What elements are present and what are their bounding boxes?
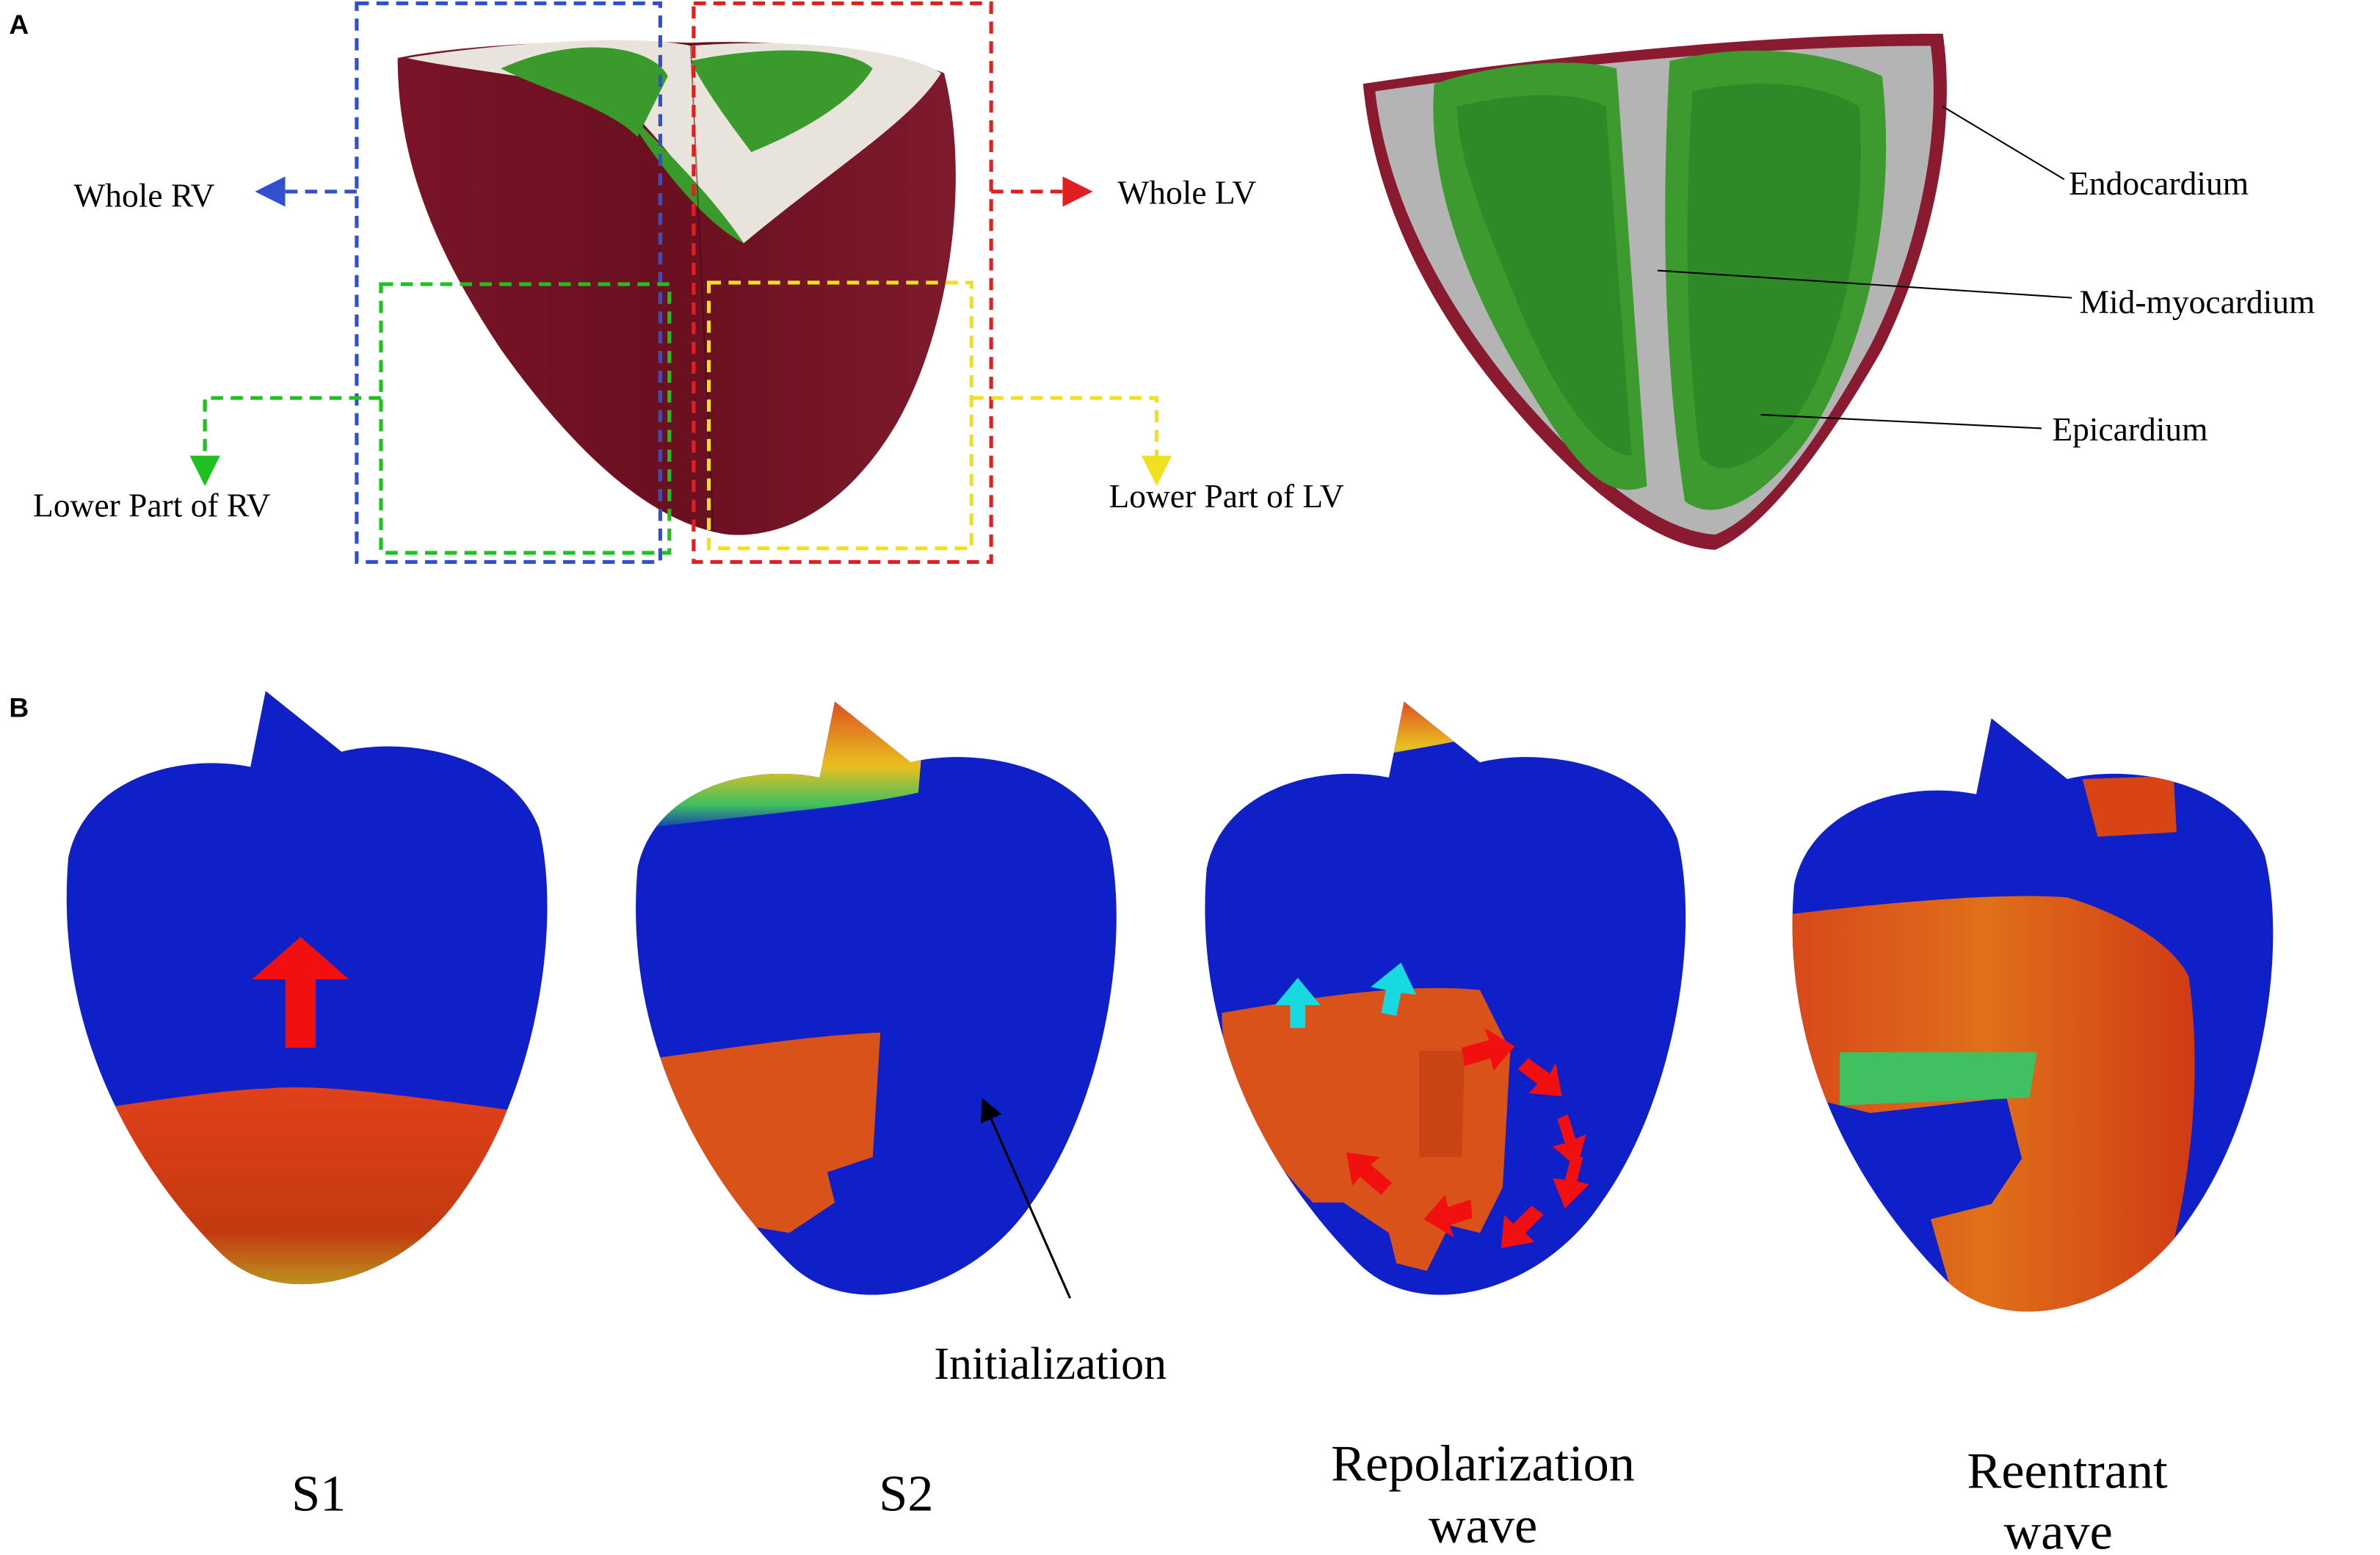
pointer-label: Initialization xyxy=(934,1339,1167,1389)
annotation: Lower Part of RV xyxy=(33,486,271,523)
leader-line xyxy=(1760,413,2042,429)
heart-repolarization xyxy=(1205,701,1686,1295)
annotation: Lower Part of LV xyxy=(1109,477,1343,515)
heart-s2 xyxy=(636,701,1117,1295)
stage-label: Repolarization xyxy=(1331,1435,1635,1492)
stage-label: S1 xyxy=(291,1465,346,1523)
heart-3d xyxy=(397,40,956,535)
heart-reentrant xyxy=(1792,718,2274,1312)
stage-label: wave xyxy=(1429,1497,1537,1554)
leader-line xyxy=(1657,269,2072,299)
stage-label: Reentrant xyxy=(1967,1443,2168,1500)
box-lower-lv xyxy=(706,280,973,551)
annotation: Whole LV xyxy=(1117,173,1256,211)
layer-label: Mid-myocardium xyxy=(2080,283,2315,320)
panel-label: A xyxy=(9,9,29,40)
box-whole-lv xyxy=(692,1,993,564)
heart-s1 xyxy=(66,691,548,1285)
pointer-arrow xyxy=(980,1098,1072,1299)
box-lower-rv xyxy=(379,282,672,555)
panel-label: B xyxy=(9,692,29,722)
layer-label: Epicardium xyxy=(2052,410,2207,448)
annotation: Whole RV xyxy=(73,177,214,214)
leader-line xyxy=(1942,106,2065,181)
stage-label: wave xyxy=(2004,1503,2113,1555)
stage-label: S2 xyxy=(879,1465,933,1523)
layer-label: Endocardium xyxy=(2069,164,2249,202)
heart-section xyxy=(1363,33,1947,550)
